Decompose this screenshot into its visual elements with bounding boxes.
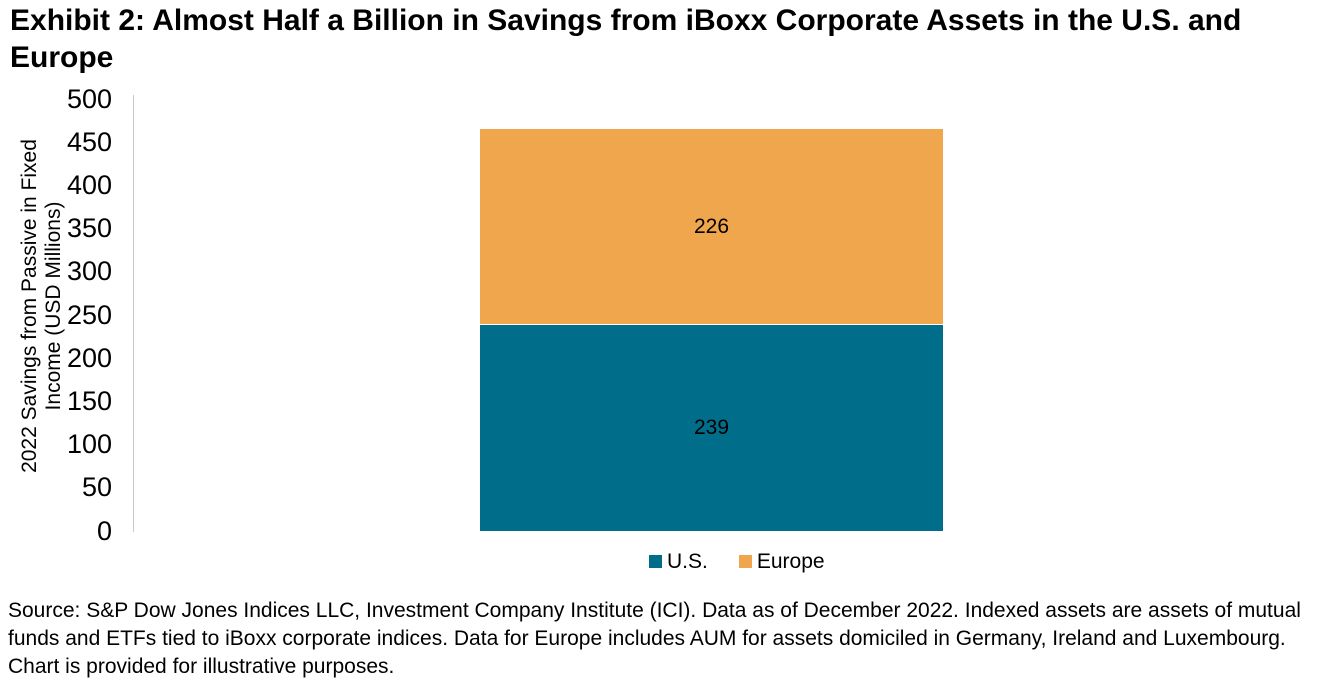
y-tick-label: 300 <box>66 256 112 287</box>
bar-segment-us: 239 <box>480 324 943 531</box>
y-tick-label: 350 <box>66 213 112 244</box>
bar-segment-label: 239 <box>693 415 730 439</box>
legend-label: Europe <box>756 550 825 573</box>
y-tick-label: 400 <box>66 169 112 200</box>
legend-item: U.S. <box>649 551 708 572</box>
y-tick-label: 0 <box>96 515 112 546</box>
legend-swatch-icon <box>649 555 662 568</box>
y-tick-label: 50 <box>81 472 112 503</box>
y-tick-label: 150 <box>66 385 112 416</box>
legend-swatch-icon <box>738 555 752 568</box>
source-note: Source: S&P Dow Jones Indices LLC, Inves… <box>8 599 1301 678</box>
bar-segment-europe: 226 <box>480 129 943 325</box>
bar-segment-label: 226 <box>693 214 730 238</box>
stacked-bar-chart: 2022 Savings from Passive in Fixed Incom… <box>18 83 943 572</box>
y-tick-label: 250 <box>66 299 112 330</box>
legend: U.S. Europe <box>649 551 825 572</box>
y-axis-line <box>133 95 134 532</box>
y-tick-label: 200 <box>66 342 112 373</box>
y-tick-label: 450 <box>66 126 112 157</box>
legend-item: Europe <box>738 550 825 573</box>
legend-label: U.S. <box>667 550 708 573</box>
y-tick-label: 500 <box>66 83 112 114</box>
y-tick-label: 100 <box>66 429 112 460</box>
chart-title: Exhibit 2: Almost Half a Billion in Savi… <box>10 4 1242 74</box>
